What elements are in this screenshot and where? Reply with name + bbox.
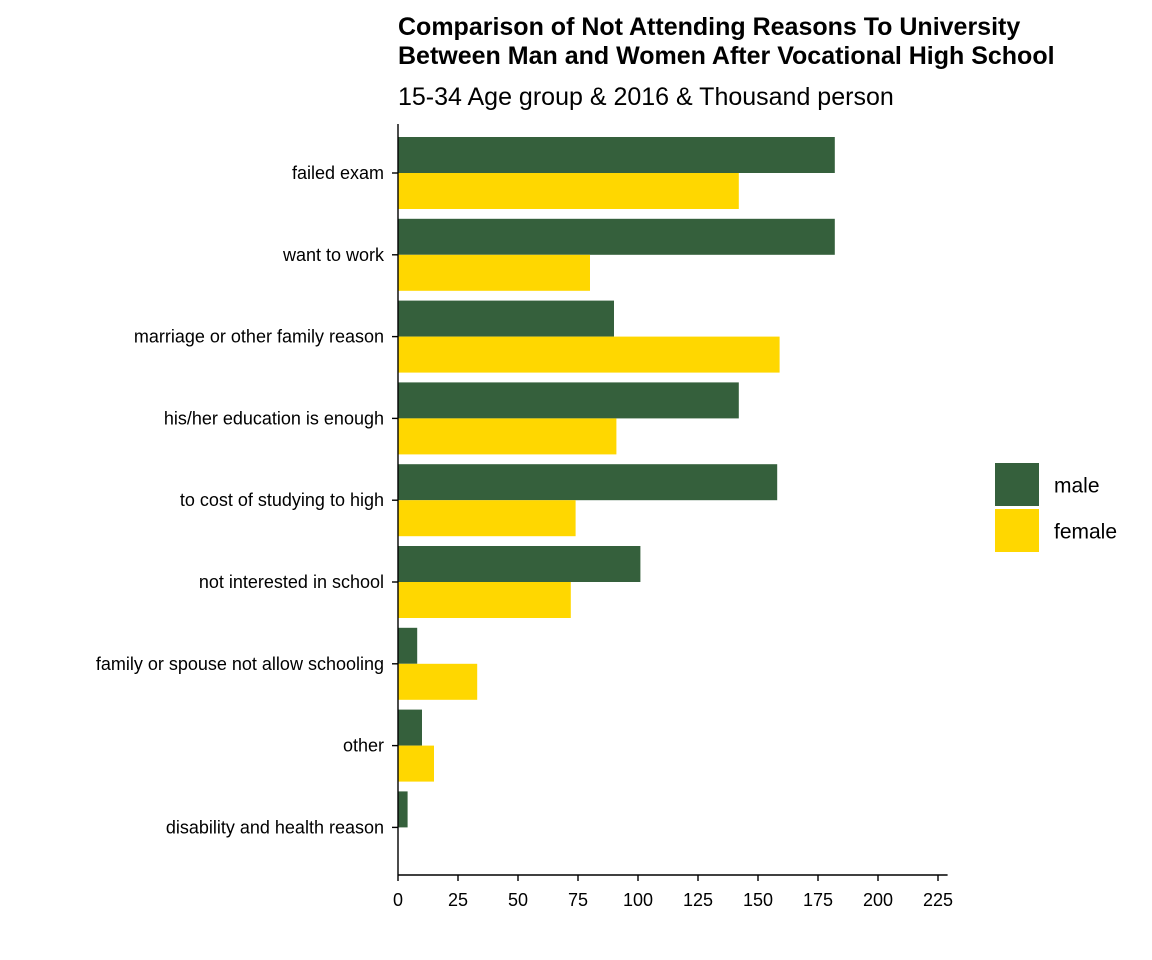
legend-label-female: female: [1054, 521, 1117, 544]
x-tick-label-4: 100: [623, 890, 653, 910]
x-tick-label-9: 225: [923, 890, 953, 910]
x-axis: 0 25 50 75 100 125 150 175 200 225: [393, 874, 953, 910]
x-tick-label-2: 50: [508, 890, 528, 910]
bar-male-0: [398, 137, 835, 173]
chart-title-line-2: Between Man and Women After Vocational H…: [398, 42, 1055, 70]
category-label-2: marriage or other family reason: [134, 327, 384, 347]
bar-female-0: [398, 173, 739, 209]
x-tick-label-8: 200: [863, 890, 893, 910]
bar-male-1: [398, 218, 835, 255]
bar-female-6: [398, 663, 478, 700]
bar-female-5: [398, 582, 571, 618]
bar-group: [398, 137, 835, 828]
bar-female-3: [398, 418, 617, 455]
legend-label-male: male: [1054, 475, 1100, 498]
bar-male-6: [398, 627, 418, 664]
bar-male-3: [398, 382, 739, 419]
category-label-8: disability and health reason: [166, 817, 384, 837]
x-tick-label-0: 0: [393, 890, 403, 910]
bar-male-4: [398, 464, 778, 501]
category-label-4: to cost of studying to high: [180, 490, 384, 510]
x-tick-label-1: 25: [448, 890, 468, 910]
bar-male-5: [398, 546, 641, 582]
category-label-5: not interested in school: [199, 572, 384, 592]
bar-male-8: [398, 791, 408, 828]
category-label-0: failed exam: [292, 163, 384, 183]
bar-female-4: [398, 500, 576, 537]
category-label-3: his/her education is enough: [164, 408, 384, 428]
legend-swatch-male: [995, 463, 1039, 506]
legend-swatch-female: [995, 509, 1039, 552]
x-tick-label-7: 175: [803, 890, 833, 910]
y-axis: [392, 124, 399, 875]
category-labels: failed exam want to work marriage or other…: [96, 163, 385, 837]
category-label-1: want to work: [282, 245, 385, 265]
x-tick-label-5: 125: [683, 890, 713, 910]
chart-subtitle: 15-34 Age group & 2016 & Thousand person: [398, 83, 894, 111]
x-tick-label-6: 150: [743, 890, 773, 910]
x-tick-label-3: 75: [568, 890, 588, 910]
category-label-6: family or spouse not allow schooling: [96, 654, 384, 674]
bar-female-1: [398, 254, 590, 291]
legend: male female: [995, 463, 1117, 552]
bar-male-2: [398, 300, 614, 337]
chart-title-line-1: Comparison of Not Attending Reasons To U…: [398, 13, 1020, 41]
bar-female-2: [398, 336, 780, 373]
category-label-7: other: [343, 736, 384, 756]
bar-male-7: [398, 709, 422, 746]
bar-female-7: [398, 745, 434, 782]
